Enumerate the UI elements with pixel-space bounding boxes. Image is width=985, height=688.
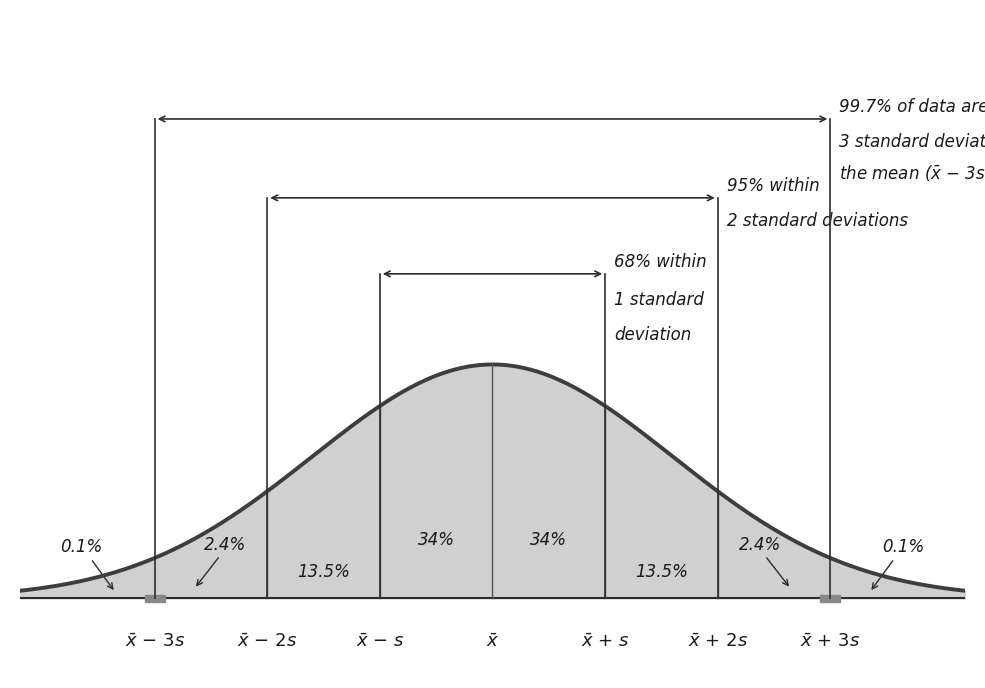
- Text: 2 standard deviations: 2 standard deviations: [727, 212, 907, 230]
- Text: 13.5%: 13.5%: [635, 563, 688, 581]
- Text: $\bar{x}$ $-$ $s$: $\bar{x}$ $-$ $s$: [356, 633, 404, 651]
- Text: 3 standard deviations of: 3 standard deviations of: [839, 133, 985, 151]
- Text: 2.4%: 2.4%: [740, 537, 781, 555]
- Text: 0.1%: 0.1%: [60, 538, 102, 556]
- Text: $\bar{x}$ $+$ $s$: $\bar{x}$ $+$ $s$: [581, 633, 629, 651]
- Bar: [821, 594, 840, 602]
- Text: the mean ($\bar{x}$ $-$ 3s to $\bar{x}$ $+$ 3s): the mean ($\bar{x}$ $-$ 3s to $\bar{x}$ …: [839, 163, 985, 183]
- Text: $\bar{x}$ $+$ 2$s$: $\bar{x}$ $+$ 2$s$: [688, 633, 748, 651]
- Text: $\bar{x}$ $-$ 2$s$: $\bar{x}$ $-$ 2$s$: [237, 633, 297, 651]
- Text: 34%: 34%: [418, 531, 455, 549]
- Text: 1 standard: 1 standard: [614, 291, 704, 309]
- Text: 99.7% of data are within: 99.7% of data are within: [839, 98, 985, 116]
- Text: $\bar{x}$ $-$ 3$s$: $\bar{x}$ $-$ 3$s$: [125, 633, 185, 651]
- Text: 0.1%: 0.1%: [883, 538, 925, 556]
- Text: $\bar{x}$ $+$ 3$s$: $\bar{x}$ $+$ 3$s$: [800, 633, 860, 651]
- Text: 95% within: 95% within: [727, 177, 820, 195]
- Text: 34%: 34%: [530, 531, 567, 549]
- Text: $\bar{x}$: $\bar{x}$: [486, 633, 499, 651]
- Bar: [145, 594, 164, 602]
- Text: 2.4%: 2.4%: [204, 537, 245, 555]
- Text: 68% within: 68% within: [614, 253, 712, 271]
- Text: 13.5%: 13.5%: [297, 563, 350, 581]
- Text: deviation: deviation: [614, 326, 691, 344]
